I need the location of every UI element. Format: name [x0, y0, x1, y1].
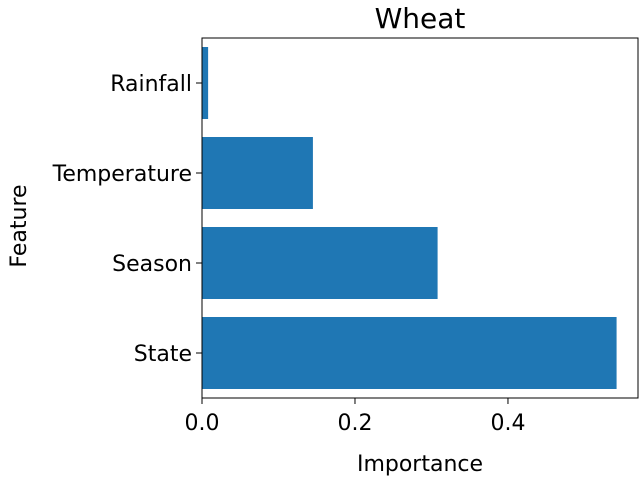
plot-frame: [201, 37, 639, 399]
y-tick-label-temperature: Temperature: [52, 162, 192, 187]
x-axis-label: Importance: [357, 452, 483, 477]
bar-rainfall: [202, 47, 209, 119]
bar-season: [202, 227, 438, 299]
x-axis: 0.0 0.2 0.4: [185, 398, 525, 436]
x-tick-label-0: 0.0: [185, 411, 220, 436]
y-tick-label-rainfall: Rainfall: [110, 72, 192, 97]
bar-state: [202, 317, 617, 389]
y-tick-label-state: State: [134, 342, 192, 367]
y-axis-label: Feature: [7, 184, 32, 267]
x-tick-label-2: 0.4: [490, 411, 525, 436]
y-axis: State Season Temperature Rainfall: [52, 72, 202, 367]
bar-temperature: [202, 137, 313, 209]
bars-group: [202, 47, 617, 389]
x-tick-label-1: 0.2: [337, 411, 372, 436]
chart-title: Wheat: [375, 2, 466, 35]
y-tick-label-season: Season: [112, 252, 192, 277]
